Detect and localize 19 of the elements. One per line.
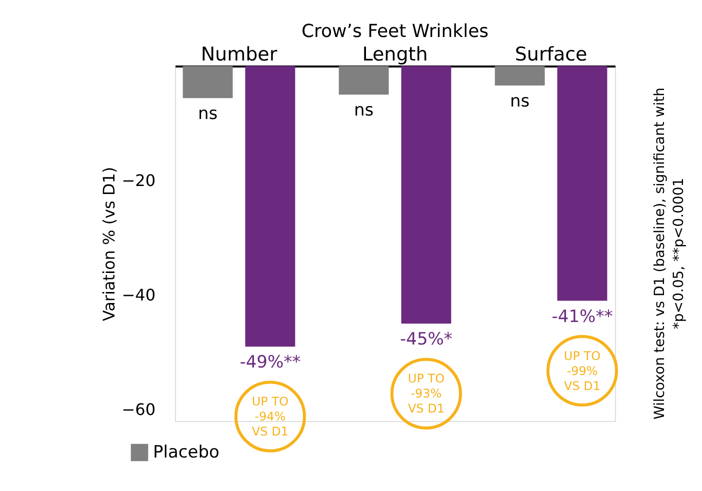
data-label: -49%** — [240, 352, 301, 373]
annotation: UP TO -94% VS D1 — [252, 394, 288, 439]
data-label: -41%** — [552, 306, 613, 327]
y-tick-label: −20 — [122, 171, 156, 190]
x-tick-label: Length — [362, 44, 428, 66]
data-label: ns — [510, 91, 530, 112]
data-label: ns — [198, 104, 218, 124]
annotation: UP TO -99% VS D1 — [564, 348, 601, 393]
text: Wilcoxon test: vs D1 (baseline), significant with *p<0.05, **p<0.0001 — [652, 87, 687, 420]
annotation: UP TO -93% VS D1 — [408, 372, 445, 416]
legend-label: Placebo — [153, 442, 220, 462]
y-axis-title: Variation % (vs D1) — [100, 166, 119, 322]
x-tick-label: Surface — [514, 44, 588, 66]
x-tick-label: Number — [200, 44, 278, 66]
chart-title: Crow’s Feet Wrinkles — [301, 21, 489, 42]
y-tick-label: −60 — [122, 400, 156, 420]
data-label: -45%* — [400, 330, 452, 350]
y-tick-label: −40 — [122, 286, 156, 305]
data-label: ns — [354, 100, 374, 121]
